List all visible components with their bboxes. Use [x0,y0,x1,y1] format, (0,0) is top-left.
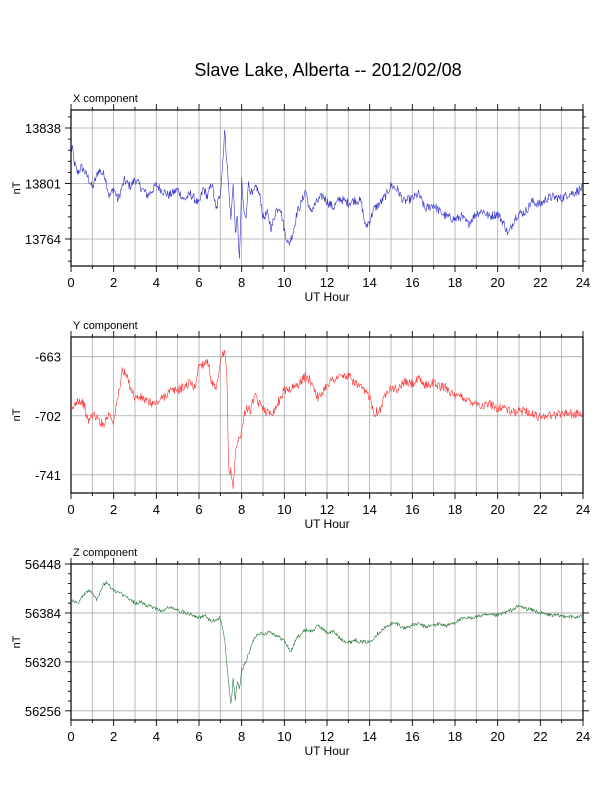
y-axis-label: nT [11,408,23,421]
x-tick-label: 0 [67,502,74,517]
x-tick-label: 4 [153,729,160,744]
y-tick-label: -663 [35,350,61,365]
x-tick-label: 16 [405,502,419,517]
series-line [70,349,584,490]
x-tick-label: 20 [490,275,504,290]
panel-z: 0 2 4 6 8 10 12 14 16 18 20 22 245625656320563845644… [11,547,590,758]
series-line [70,580,584,704]
page-title: Slave Lake, Alberta -- 2012/02/08 [194,60,461,80]
x-tick-label: 12 [320,275,334,290]
y-axis-label: nT [11,181,23,194]
x-tick-label: 22 [533,502,547,517]
x-tick-label: 14 [362,729,376,744]
y-tick-label: -741 [35,468,61,483]
x-tick-label: 10 [277,502,291,517]
x-tick-label: 2 [110,729,117,744]
series-line [70,129,584,259]
y-axis-label: nT [11,635,23,648]
x-tick-label: 22 [533,729,547,744]
x-tick-label: 2 [110,502,117,517]
y-tick-label: 13764 [25,232,61,247]
panel-label: X component [73,93,138,105]
x-axis-label: UT Hour [304,744,349,758]
x-tick-label: 14 [362,275,376,290]
x-tick-label: 20 [490,502,504,517]
x-tick-label: 8 [238,502,245,517]
x-tick-label: 2 [110,275,117,290]
x-tick-label: 8 [238,275,245,290]
plot-frame [70,563,584,721]
x-tick-label: 12 [320,729,334,744]
x-tick-label: 8 [238,729,245,744]
x-tick-label: 0 [67,729,74,744]
x-axis-label: UT Hour [304,290,349,304]
y-tick-label: 56320 [25,655,61,670]
y-tick-label: 13801 [25,177,61,192]
x-tick-label: 18 [448,275,462,290]
plot-frame [70,109,584,267]
x-tick-label: 24 [576,502,590,517]
x-tick-label: 22 [533,275,547,290]
x-tick-label: 6 [195,275,202,290]
x-tick-label: 16 [405,729,419,744]
y-tick-label: 56256 [25,704,61,719]
x-axis-label: UT Hour [304,517,349,531]
x-tick-label: 0 [67,275,74,290]
y-tick-label: 56448 [25,557,61,572]
x-tick-label: 16 [405,275,419,290]
y-tick-label: 13838 [25,121,61,136]
x-tick-label: 6 [195,502,202,517]
plot-frame [70,336,584,494]
y-tick-label: -702 [35,409,61,424]
x-tick-label: 6 [195,729,202,744]
x-tick-label: 24 [576,729,590,744]
x-tick-label: 24 [576,275,590,290]
panel-label: Y component [73,320,138,332]
x-tick-label: 20 [490,729,504,744]
y-tick-label: 56384 [25,606,61,621]
x-tick-label: 18 [448,502,462,517]
panel-label: Z component [73,547,137,559]
x-tick-label: 10 [277,729,291,744]
x-tick-label: 14 [362,502,376,517]
x-tick-label: 12 [320,502,334,517]
x-tick-label: 18 [448,729,462,744]
x-tick-label: 10 [277,275,291,290]
x-tick-label: 4 [153,275,160,290]
x-tick-label: 4 [153,502,160,517]
